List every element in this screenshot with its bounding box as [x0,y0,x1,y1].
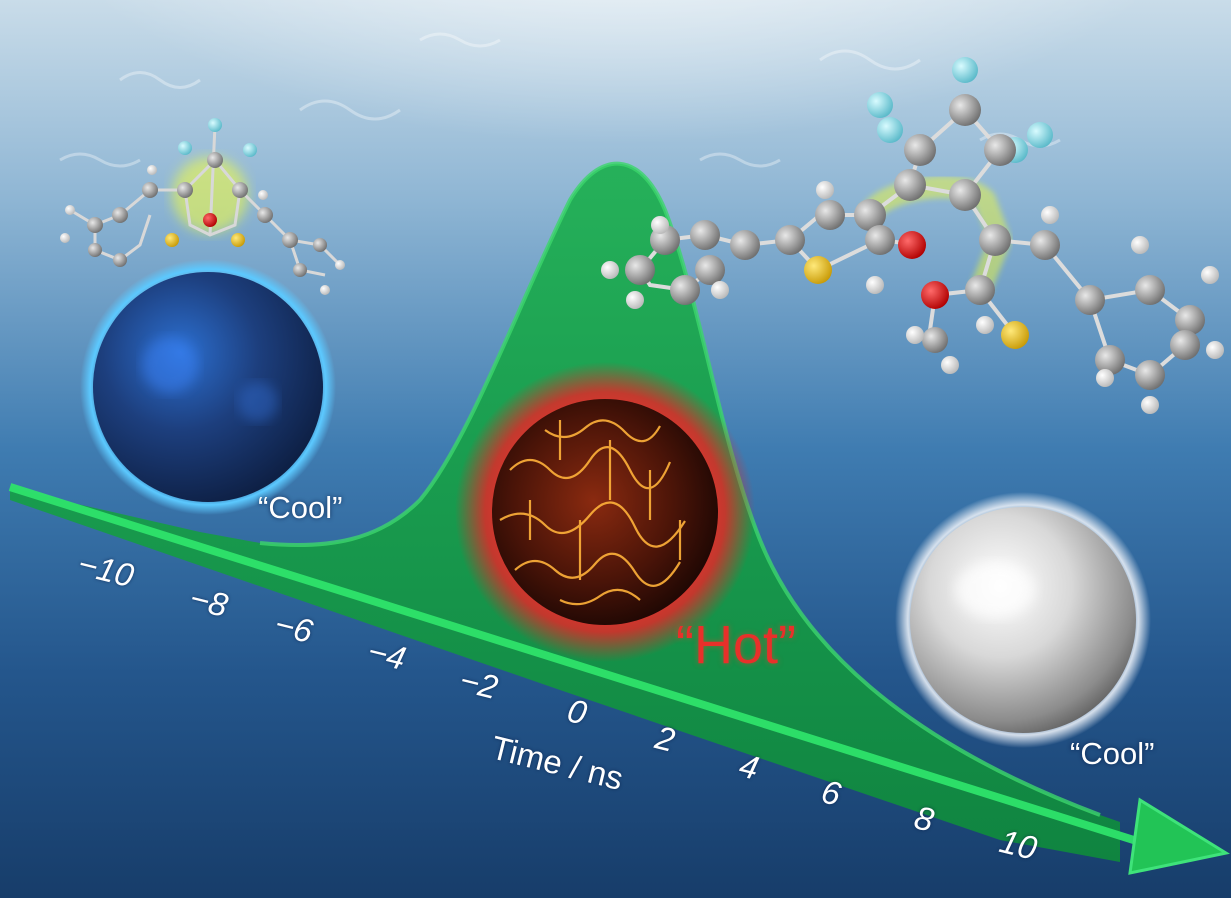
tick-label: 10 [997,824,1041,865]
final-state-label: “Cool” [1070,738,1154,769]
excited-state-label: “Hot” [676,618,796,672]
tick-label: −6 [272,607,316,648]
tick-label: −8 [187,581,231,622]
cool-sphere-final [895,492,1151,748]
initial-state-label: “Cool” [258,492,342,523]
tick-label: −4 [365,634,409,675]
tick-label: −2 [457,663,501,704]
cool-sphere-initial [80,259,336,515]
